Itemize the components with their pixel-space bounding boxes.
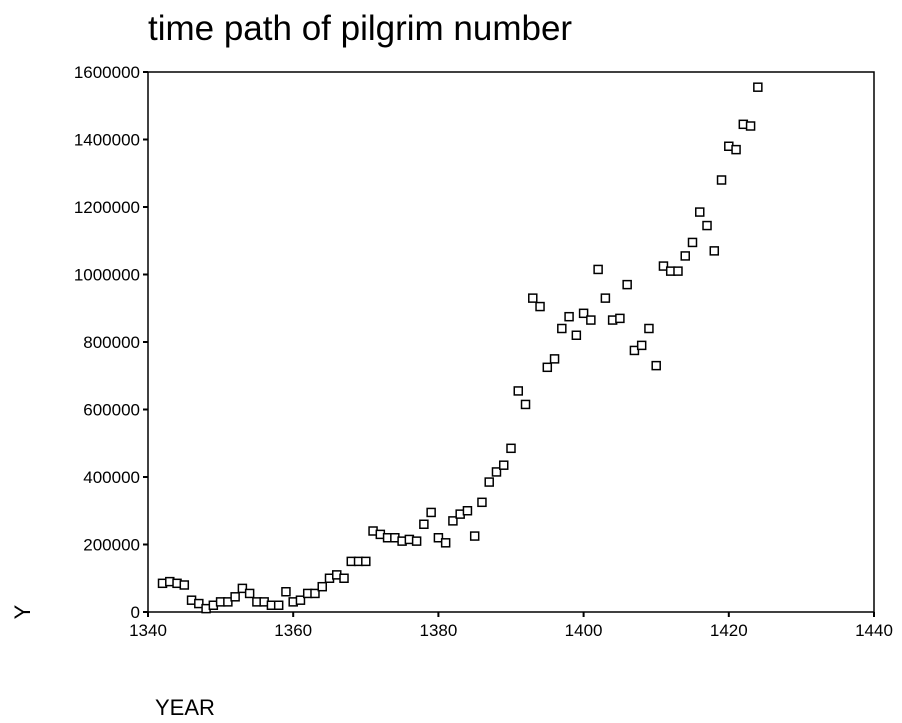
x-tick-label: 1440 xyxy=(855,621,893,640)
data-point xyxy=(542,362,553,373)
x-tick-label: 1420 xyxy=(710,621,748,640)
data-point xyxy=(680,251,690,261)
data-point xyxy=(281,587,291,597)
data-point xyxy=(498,460,509,470)
data-point xyxy=(426,507,436,518)
data-point xyxy=(440,538,451,548)
y-tick-label: 1600000 xyxy=(74,63,140,82)
data-point xyxy=(557,323,567,334)
data-point xyxy=(651,360,661,371)
data-point xyxy=(237,583,248,594)
data-point xyxy=(411,536,422,546)
y-axis-label: Y xyxy=(10,604,35,619)
data-point xyxy=(644,323,654,334)
chart-title: time path of pilgrim number xyxy=(148,9,572,48)
data-point xyxy=(586,315,596,325)
data-point xyxy=(317,581,327,592)
x-tick-label: 1360 xyxy=(274,621,312,640)
data-point xyxy=(709,246,720,256)
data-point xyxy=(223,597,233,607)
data-point xyxy=(361,556,371,567)
data-point xyxy=(731,144,741,155)
data-point xyxy=(695,207,705,217)
x-tick-label: 1400 xyxy=(565,621,603,640)
data-point xyxy=(513,386,524,396)
data-point xyxy=(622,279,632,290)
data-point xyxy=(310,588,320,599)
plot-frame xyxy=(147,71,875,613)
data-point xyxy=(753,82,763,92)
y-tick-label: 200000 xyxy=(83,536,140,555)
y-tick-label: 400000 xyxy=(83,468,140,487)
data-point xyxy=(419,519,429,529)
data-point xyxy=(564,311,574,322)
x-tick-label: 1380 xyxy=(419,621,457,640)
data-point xyxy=(658,261,669,271)
y-tick-label: 0 xyxy=(131,603,140,622)
data-point xyxy=(528,293,538,303)
data-point xyxy=(615,313,625,324)
data-point xyxy=(295,595,306,605)
data-point xyxy=(716,175,727,185)
data-point xyxy=(629,345,640,356)
y-tick-label: 1000000 xyxy=(74,266,140,285)
data-point xyxy=(194,598,204,609)
y-tick-label: 600000 xyxy=(83,401,140,420)
data-point xyxy=(520,399,531,410)
data-point xyxy=(448,516,458,526)
data-point xyxy=(462,506,473,516)
data-point xyxy=(477,497,487,508)
data-point xyxy=(593,264,603,275)
data-point xyxy=(469,531,480,541)
data-point xyxy=(244,588,255,599)
data-point xyxy=(179,580,190,590)
data-point xyxy=(433,533,444,543)
x-tick-label: 1340 xyxy=(129,621,167,640)
y-tick-label: 1200000 xyxy=(74,198,140,217)
data-point xyxy=(578,308,589,319)
data-point xyxy=(687,237,698,248)
data-point xyxy=(484,477,494,487)
data-point xyxy=(702,220,712,231)
data-point xyxy=(636,340,647,351)
data-point xyxy=(535,301,545,312)
y-tick-label: 800000 xyxy=(83,333,140,352)
y-tick-label: 1400000 xyxy=(74,131,140,150)
data-point xyxy=(491,467,502,477)
x-axis-label: YEAR xyxy=(155,695,215,720)
data-point xyxy=(339,573,349,583)
data-point xyxy=(506,443,516,454)
data-point xyxy=(745,121,756,131)
data-point xyxy=(549,354,560,364)
data-point xyxy=(230,592,240,602)
data-point xyxy=(273,600,284,610)
data-point xyxy=(571,330,582,340)
data-point xyxy=(600,293,611,303)
data-point xyxy=(673,266,683,276)
